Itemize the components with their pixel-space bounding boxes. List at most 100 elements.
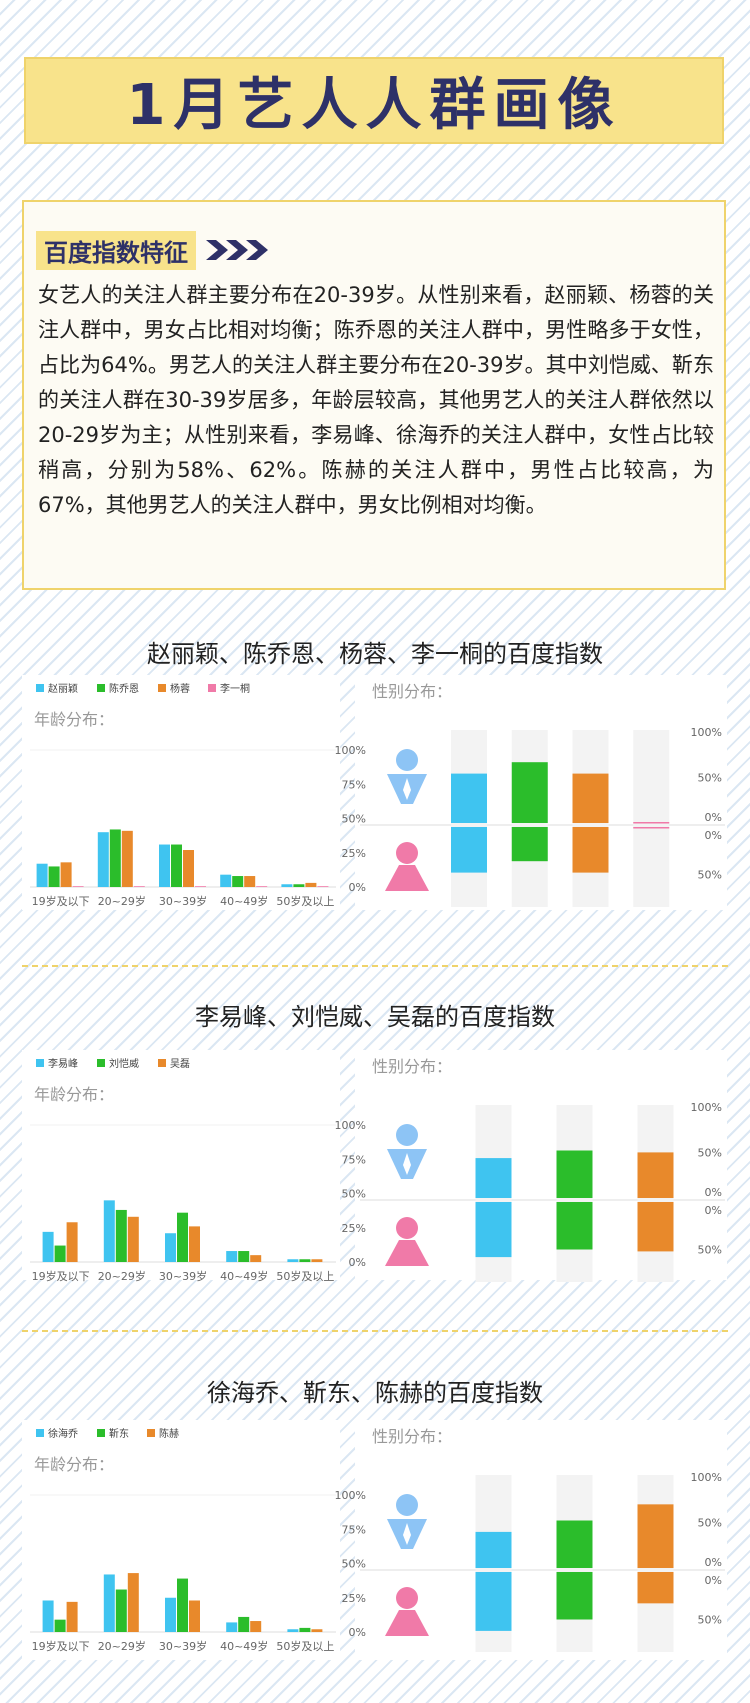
age-bar [165,1233,176,1262]
age-bar [226,1251,238,1262]
section-divider-1 [22,965,728,967]
age-bar [250,1255,262,1262]
age-xtick: 20~29岁 [98,1639,146,1653]
age-bar [299,1259,311,1262]
male-bar [556,1520,593,1568]
legend-label-3: 李一桐 [220,682,250,695]
age-xtick: 30~39岁 [159,1639,207,1653]
female-body-icon [385,1240,429,1266]
age-ytick: 50% [342,1188,366,1201]
legend-swatch-2 [158,684,166,692]
age-bar [133,886,145,887]
legend-label-0: 徐海乔 [48,1427,78,1440]
age-bar [250,1621,262,1632]
tie-icon [403,1523,411,1545]
page-title: 1月艺人人群画像 [126,73,622,138]
age-xtick: 40~49岁 [220,894,268,908]
legend-label-1: 陈乔恩 [109,682,139,695]
legend-label-2: 吴磊 [170,1058,190,1070]
legend-swatch-1 [97,1429,105,1437]
age-bar [311,1259,323,1262]
age-ytick: 100% [335,1119,366,1132]
age-bar [244,876,256,887]
female-tick: 0% [705,1574,722,1587]
male-bar [475,1158,512,1198]
age-ytick: 75% [342,1153,366,1166]
female-bar [637,1202,674,1252]
age-bar [177,1212,188,1262]
female-body-icon [385,1610,429,1636]
male-tick: 0% [705,1186,722,1199]
age-ytick: 0% [349,881,366,894]
age-distribution-title: 年龄分布： [34,710,114,729]
age-bar [48,866,60,887]
age-bar [60,862,72,887]
female-bar [475,1572,512,1631]
age-xtick: 40~49岁 [220,1639,268,1653]
age-bar [226,1622,238,1632]
female-icon [396,1217,418,1239]
age-distribution-title: 年龄分布： [34,1455,114,1474]
age-ytick: 75% [342,778,366,791]
male-icon [396,749,418,771]
age-bar [115,1589,127,1632]
age-ytick: 100% [335,1489,366,1502]
age-bar [127,1216,139,1262]
legend-label-1: 靳东 [109,1427,129,1440]
male-bar [556,1150,593,1198]
age-ytick: 25% [342,847,366,860]
age-xtick: 50岁及以上 [276,1639,334,1653]
age-xtick: 19岁及以下 [32,894,90,908]
age-bar [189,1600,200,1632]
male-tick: 0% [705,811,722,824]
age-bar [121,830,133,887]
age-bar [299,1627,311,1632]
male-bar [633,822,670,824]
age-bar [66,1222,78,1262]
male-bar [637,1152,674,1198]
legend-swatch-2 [158,1059,166,1067]
male-bar [511,762,548,823]
chart-title-2: 李易峰、刘恺威、吴磊的百度指数 [195,1003,555,1031]
female-bar [556,1202,593,1250]
male-tick: 0% [705,1556,722,1569]
male-bar [451,773,487,823]
age-bar [97,832,109,887]
legend-swatch-0 [36,684,44,692]
legend-swatch-1 [97,684,105,692]
title-banner: 1月艺人人群画像 [24,57,724,144]
age-ytick: 25% [342,1592,366,1605]
male-icon [396,1494,418,1516]
age-bar [232,876,244,887]
legend-swatch-2 [147,1429,155,1437]
female-bar [475,1202,512,1258]
age-ytick: 100% [335,744,366,757]
legend-swatch-3 [208,684,216,692]
age-bar [159,844,170,887]
age-bar [238,1616,250,1632]
legend-swatch-0 [36,1059,44,1067]
female-bar [637,1572,674,1604]
male-bar [572,773,609,823]
age-bar [127,1573,139,1632]
age-bar [171,844,182,887]
gender-distribution-title: 性别分布： [372,682,452,701]
age-bar [183,850,194,887]
age-bar [305,882,317,887]
female-bar [633,827,670,829]
age-bar [256,886,268,887]
gender-distribution-title: 性别分布： [372,1427,452,1446]
intro-body: 女艺人的关注人群主要分布在20-39岁。从性别来看，赵丽颖、杨蓉的关注人群中，男… [38,283,714,517]
female-tick: 0% [705,1204,722,1217]
gender-column-bg [633,730,670,907]
age-ytick: 25% [342,1222,366,1235]
age-bar [72,886,84,887]
male-tick: 100% [691,1471,722,1484]
age-bar [287,1629,299,1632]
female-tick: 50% [698,1244,722,1257]
female-tick: 0% [705,829,722,842]
legend-label-1: 刘恺威 [109,1057,139,1070]
